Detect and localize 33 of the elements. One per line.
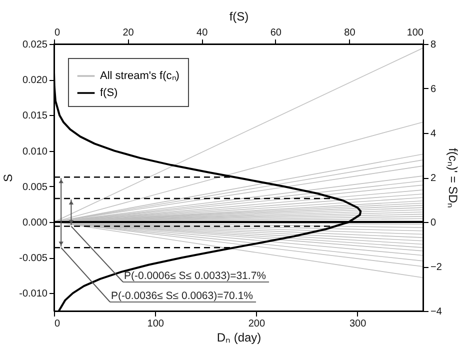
y2-tick-label: 4 <box>430 128 436 140</box>
y2-axis-title: f(cₙ)' = SDₙ <box>446 148 460 208</box>
x-tick-label: 0 <box>54 318 60 330</box>
x-tick-label: 200 <box>248 318 266 330</box>
annotation: P(-0.0006≤ S≤ 0.0033)=31.7% <box>124 270 266 282</box>
x2-axis-title: f(S) <box>229 10 249 24</box>
y2-tick-label: 2 <box>430 173 436 184</box>
y-tick-label: -0.010 <box>19 288 48 300</box>
y2-tick-label: 0 <box>430 218 436 228</box>
legend-label: All stream's f(cₙ) <box>100 70 180 82</box>
y-tick-label: 0.005 <box>22 182 48 193</box>
y-axis-title: S <box>1 174 16 182</box>
x-axis-title: Dₙ (day) <box>216 330 262 344</box>
x2-tick-label: 60 <box>270 28 282 38</box>
x2-tick-label: 0 <box>54 28 60 38</box>
y2-tick-label: −4 <box>430 306 442 318</box>
y-tick-label: 0.000 <box>22 218 48 228</box>
y-tick-label: 0.010 <box>22 146 48 158</box>
y-tick-label: 0.015 <box>22 110 48 122</box>
y-tick-label: -0.005 <box>19 253 48 264</box>
x2-tick-label: 20 <box>122 28 134 38</box>
y2-tick-label: 8 <box>430 40 436 50</box>
y-tick-label: 0.020 <box>22 75 48 86</box>
legend-label: f(S) <box>100 87 118 99</box>
y2-tick-label: 6 <box>430 84 436 95</box>
x2-tick-label: 40 <box>196 28 208 38</box>
y-tick-label: 0.025 <box>22 40 48 50</box>
annotation: P(-0.0036≤ S≤ 0.0063)=70.1% <box>111 290 253 302</box>
x2-tick-label: 100 <box>406 28 424 38</box>
y2-tick-label: −2 <box>430 262 442 273</box>
x-tick-label: 100 <box>147 318 164 330</box>
x2-tick-label: 80 <box>344 28 356 38</box>
x-tick-label: 300 <box>349 318 367 330</box>
